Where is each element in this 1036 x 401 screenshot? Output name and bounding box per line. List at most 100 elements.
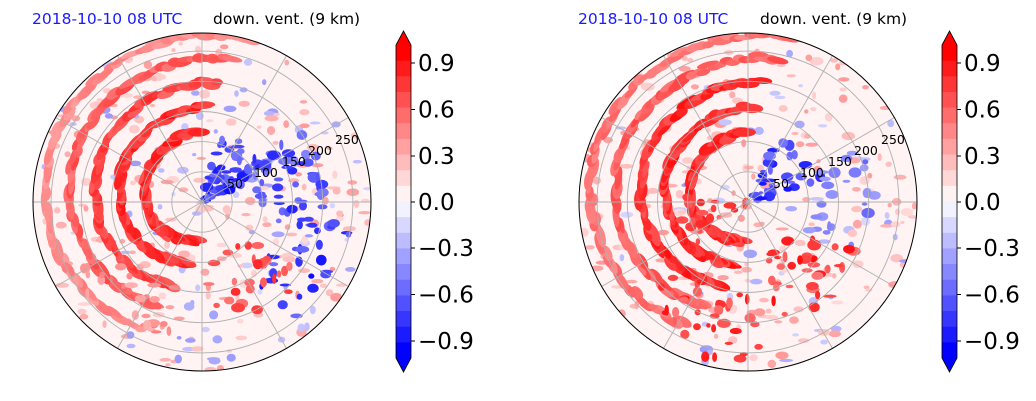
updraft-cell <box>281 265 289 277</box>
field-speckle <box>795 141 805 148</box>
downdraft-cell <box>299 201 307 211</box>
chart-field-label: down. vent. (9 km) <box>760 10 907 28</box>
field-speckle <box>216 365 224 371</box>
downdraft-cell <box>236 180 245 190</box>
azimuth-line <box>747 201 833 349</box>
spiral-band-blob <box>696 60 719 69</box>
colorbar-level <box>942 326 957 343</box>
colorbar-tick-label: −0.3 <box>418 236 474 262</box>
downdraft-cell <box>254 193 267 200</box>
field-speckle <box>838 77 850 82</box>
field-speckle <box>329 203 336 209</box>
field-speckle <box>295 172 302 177</box>
field-speckle <box>863 285 870 289</box>
downdraft-cell <box>316 254 327 266</box>
field-speckle <box>232 191 240 199</box>
azimuth-line <box>663 201 749 349</box>
downdraft-cell <box>763 151 776 161</box>
updraft-cell <box>115 263 127 271</box>
downdraft-cell <box>275 218 282 224</box>
ring-label-100: 100 <box>254 165 278 180</box>
downdraft-cell <box>781 172 794 182</box>
field-speckle <box>157 204 163 210</box>
field-speckle <box>185 338 196 343</box>
field-speckle <box>165 363 171 367</box>
field-speckle <box>216 242 227 248</box>
chart-panel-right: 2018-10-10 08 UTC down. vent. (9 km) 50 … <box>546 0 1036 401</box>
field-speckle <box>55 282 69 288</box>
updraft-cell <box>245 284 255 294</box>
field-speckle <box>584 245 595 250</box>
updraft-cell <box>647 305 658 310</box>
azimuth-line <box>601 117 749 203</box>
field-speckle <box>298 268 310 273</box>
updraft-cell <box>224 296 235 305</box>
updraft-cell <box>143 319 151 331</box>
updraft-cell <box>688 200 693 208</box>
field-speckle <box>177 166 189 174</box>
field-speckle <box>802 197 811 202</box>
downdraft-cell <box>200 182 214 192</box>
updraft-cell <box>724 341 733 345</box>
updraft-cell <box>141 313 151 319</box>
downdraft-cell <box>210 151 223 156</box>
spiral-band-blob <box>97 66 114 80</box>
field-speckle <box>191 90 200 96</box>
colorbar-level <box>942 295 957 312</box>
field-speckle <box>859 176 870 185</box>
downdraft-cell <box>802 227 816 234</box>
updraft-cell <box>833 264 844 268</box>
field-speckle <box>78 203 87 207</box>
field-speckle <box>237 318 244 324</box>
field-speckle <box>759 297 769 303</box>
updraft-cell <box>230 287 241 296</box>
spiral-band-blob <box>95 154 106 176</box>
field-speckle <box>54 207 61 214</box>
field-speckle <box>797 338 810 343</box>
field-speckle <box>306 143 320 152</box>
spiral-band-blob <box>696 68 711 77</box>
field-speckle <box>174 354 182 364</box>
updraft-cell <box>693 323 701 331</box>
field-speckle <box>794 239 806 247</box>
field-speckle <box>809 56 824 66</box>
field-speckle <box>681 157 694 164</box>
field-speckle <box>209 310 219 320</box>
field-speckle <box>194 45 202 54</box>
field-speckle <box>743 249 757 259</box>
ring-labels: 50 100 150 200 250 <box>227 132 359 191</box>
field-speckle <box>102 320 107 329</box>
downdraft-cell <box>783 186 793 192</box>
field-speckle <box>812 91 817 100</box>
field-speckle <box>678 65 691 72</box>
polar-grid <box>579 33 917 371</box>
field-speckle <box>647 187 659 194</box>
field-speckle <box>786 49 793 58</box>
field-speckle <box>332 170 338 179</box>
downdraft-cell <box>301 149 311 159</box>
field-speckle <box>835 63 841 71</box>
spiral-band-blob <box>187 128 210 137</box>
field-speckle <box>786 74 796 78</box>
field-speckle <box>805 54 813 62</box>
downdraft-cell <box>273 194 284 199</box>
azimuth-line <box>747 55 833 203</box>
field-speckle <box>852 260 864 269</box>
spiral-band-blob <box>733 128 756 137</box>
ring-label-50: 50 <box>227 176 243 191</box>
field-speckle <box>213 129 218 134</box>
spiral-band-blob <box>107 232 118 252</box>
colorbar-level <box>396 311 411 327</box>
colorbar-level <box>942 311 957 327</box>
updraft-cell <box>680 329 690 339</box>
field-speckle <box>363 187 371 191</box>
field-speckle <box>619 254 625 262</box>
downdraft-cell <box>207 161 216 171</box>
ring-label-250: 250 <box>881 132 905 147</box>
spiral-band-blob <box>753 77 773 85</box>
downdraft-cell <box>252 153 257 164</box>
colorbar-level <box>396 279 411 296</box>
updraft-cell <box>797 255 803 265</box>
colorbar-level <box>942 138 957 155</box>
colorbar-tick-label: 0.3 <box>964 144 1001 170</box>
